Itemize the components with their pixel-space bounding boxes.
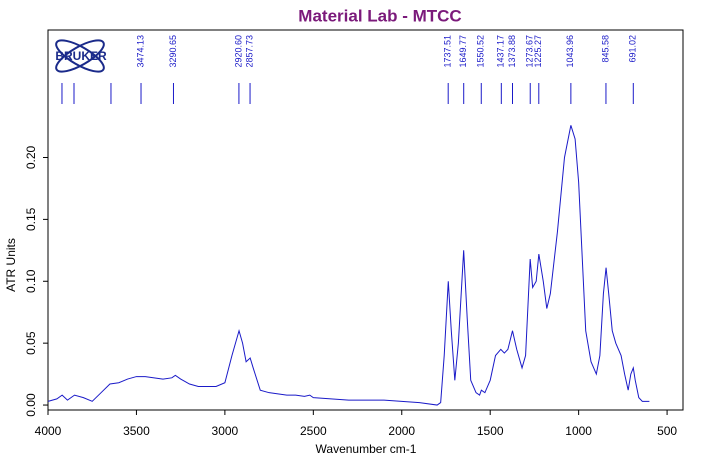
y-tick-label: 0.10 xyxy=(24,269,38,293)
chart-title: Material Lab - MTCC xyxy=(298,6,461,25)
x-axis-label: Wavenumber cm-1 xyxy=(316,442,417,456)
y-tick-label: 0.00 xyxy=(24,393,38,417)
peak-label: 1437.17 xyxy=(496,35,506,68)
peak-label: 1737.51 xyxy=(443,35,453,68)
peak-label: 845.58 xyxy=(600,35,610,63)
x-tick-label: 3000 xyxy=(212,424,239,438)
x-tick-label: 4000 xyxy=(35,424,62,438)
y-tick-label: 0.15 xyxy=(24,207,38,231)
x-tick-label: 2000 xyxy=(388,424,415,438)
peak-label: 1043.96 xyxy=(565,35,575,68)
peak-label: 2857.73 xyxy=(244,35,254,68)
peak-label: 1649.77 xyxy=(458,35,468,68)
x-tick-label: 500 xyxy=(657,424,677,438)
peak-label: 691.02 xyxy=(628,35,638,63)
x-tick-label: 3500 xyxy=(123,424,150,438)
peak-label: 3474.13 xyxy=(135,35,145,68)
peak-label: 1550.52 xyxy=(476,35,486,68)
x-tick-label: 1000 xyxy=(565,424,592,438)
plot-frame xyxy=(47,29,684,411)
y-tick-label: 0.20 xyxy=(24,145,38,169)
peak-label: 3290.65 xyxy=(168,35,178,68)
x-tick-label: 1500 xyxy=(477,424,504,438)
logo-text: BRUKER xyxy=(55,49,107,63)
peak-label: 1373.88 xyxy=(507,35,517,68)
peak-label: 1273.67 xyxy=(525,35,535,68)
x-tick-label: 2500 xyxy=(300,424,327,438)
peak-label: 1225.27 xyxy=(533,35,543,68)
logo: BRUKER xyxy=(49,31,115,81)
y-tick-label: 0.05 xyxy=(24,331,38,355)
spectrum-line xyxy=(47,125,650,406)
peak-label: 2920.60 xyxy=(233,35,243,68)
y-axis-label: ATR Units xyxy=(4,238,18,292)
